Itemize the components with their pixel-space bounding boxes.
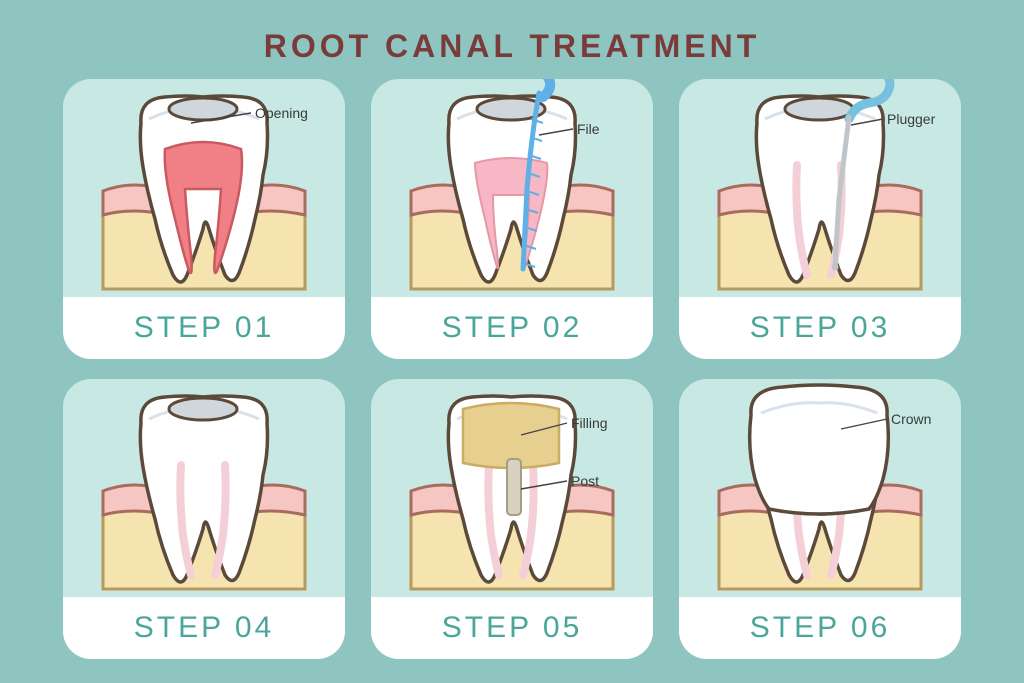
step-band: STEP 04 (63, 597, 345, 659)
tooth-illustration (371, 379, 653, 597)
step-card: STEP 04 (63, 379, 345, 659)
step-band: STEP 02 (371, 297, 653, 359)
step-band: STEP 01 (63, 297, 345, 359)
step-card: Opening STEP 01 (63, 79, 345, 359)
step-illustration: File (371, 79, 653, 297)
annotation-label: Filling (571, 415, 608, 431)
step-card: File STEP 02 (371, 79, 653, 359)
steps-grid: Opening STEP 01 File STEP 02 (0, 79, 1024, 659)
tooth-illustration (371, 79, 653, 297)
step-illustration: Crown (679, 379, 961, 597)
annotation-label: Plugger (887, 111, 935, 127)
step-illustration: Opening (63, 79, 345, 297)
step-band: STEP 05 (371, 597, 653, 659)
annotation-label: Opening (255, 105, 308, 121)
tooth-illustration (63, 379, 345, 597)
annotation-label: Post (571, 473, 599, 489)
step-illustration: Plugger (679, 79, 961, 297)
page-title: ROOT CANAL TREATMENT (0, 0, 1024, 79)
step-card: Plugger STEP 03 (679, 79, 961, 359)
step-illustration: Filling Post (371, 379, 653, 597)
step-card: Crown STEP 06 (679, 379, 961, 659)
annotation-label: File (577, 121, 600, 137)
annotation-label: Crown (891, 411, 931, 427)
step-card: Filling Post STEP 05 (371, 379, 653, 659)
step-band: STEP 03 (679, 297, 961, 359)
step-band: STEP 06 (679, 597, 961, 659)
step-illustration (63, 379, 345, 597)
